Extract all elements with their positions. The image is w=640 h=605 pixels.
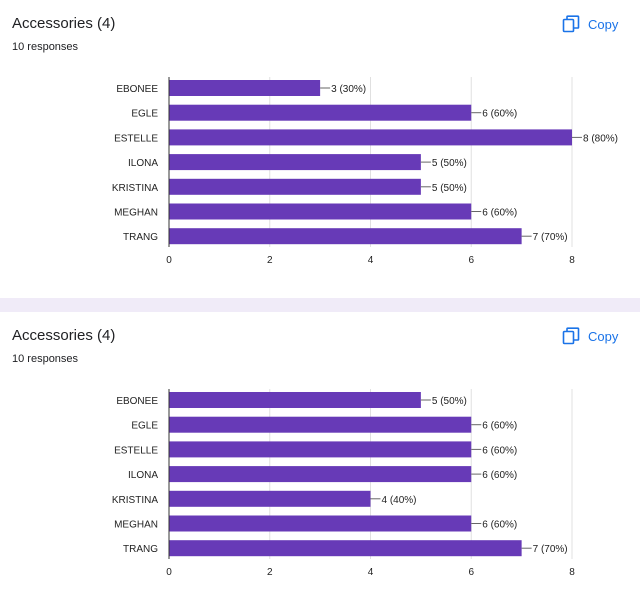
data-label: 8 (80%) <box>583 133 618 144</box>
category-label: ESTELLE <box>114 445 158 456</box>
category-label: KRISTINA <box>112 495 158 506</box>
category-label: MEGHAN <box>114 520 158 531</box>
card-separator <box>0 298 640 312</box>
data-label: 6 (60%) <box>482 470 517 481</box>
category-label: ESTELLE <box>114 133 158 144</box>
question-title: Accessories (4) <box>12 327 116 344</box>
category-label: ILONA <box>128 158 158 169</box>
category-label: EGLE <box>131 109 158 120</box>
data-label: 6 (60%) <box>482 421 517 432</box>
x-tick-label: 8 <box>569 255 575 266</box>
x-tick-label: 6 <box>468 567 474 578</box>
category-label: TRANG <box>123 544 158 555</box>
data-label: 7 (70%) <box>533 544 568 555</box>
data-label: 6 (60%) <box>482 208 517 219</box>
bar <box>169 178 421 195</box>
summary-card: Accessories (4) 10 responses Copy 0 2 4 6 8 E… <box>0 0 640 298</box>
question-title: Accessories (4) <box>12 15 116 32</box>
x-tick-label: 6 <box>468 255 474 266</box>
data-label: 7 (70%) <box>533 232 568 243</box>
copy-icon <box>562 327 580 345</box>
data-label: 5 (50%) <box>432 183 467 194</box>
summary-card: Accessories (4) 10 responses Copy 0 2 4 6 8 E… <box>0 312 640 605</box>
bar <box>169 490 371 507</box>
x-tick-label: 4 <box>368 567 374 578</box>
copy-label: Copy <box>588 16 619 32</box>
bar <box>169 441 472 458</box>
bar <box>169 80 321 96</box>
data-label: 4 (40%) <box>382 495 417 506</box>
bar-chart: 0 2 4 6 8 EBONEE 5 (50%) EGLE 6 (60%) ESTELLE 6 (6… <box>112 389 575 578</box>
bar <box>169 466 472 483</box>
copy-chart-button[interactable]: Copy <box>562 324 618 348</box>
category-label: ILONA <box>128 470 158 481</box>
bar <box>169 540 522 557</box>
category-label: TRANG <box>123 232 158 243</box>
bar <box>169 392 421 408</box>
response-count: 10 responses <box>12 41 79 53</box>
copy-chart-button[interactable]: Copy <box>562 12 618 36</box>
bar <box>169 203 472 220</box>
response-count: 10 responses <box>12 353 79 365</box>
data-label: 6 (60%) <box>482 109 517 120</box>
category-label: EBONEE <box>116 84 158 95</box>
data-label: 3 (30%) <box>331 84 366 95</box>
x-tick-label: 0 <box>166 567 172 578</box>
category-label: EBONEE <box>116 396 158 407</box>
bar <box>169 104 472 121</box>
copy-label: Copy <box>588 328 619 344</box>
data-label: 6 (60%) <box>482 445 517 456</box>
x-tick-label: 0 <box>166 255 172 266</box>
x-tick-label: 2 <box>267 567 273 578</box>
category-label: EGLE <box>131 421 158 432</box>
x-tick-label: 2 <box>267 255 273 266</box>
data-label: 6 (60%) <box>482 520 517 531</box>
category-label: MEGHAN <box>114 208 158 219</box>
bar <box>169 154 421 171</box>
bar <box>169 515 472 532</box>
bar <box>169 129 572 146</box>
bar-chart: 0 2 4 6 8 EBONEE 3 (30%) EGLE 6 (60%) ESTELLE 8 (8… <box>112 77 618 266</box>
data-label: 5 (50%) <box>432 396 467 407</box>
bar <box>169 228 522 245</box>
copy-icon <box>562 15 580 33</box>
bar <box>169 416 472 433</box>
data-label: 5 (50%) <box>432 158 467 169</box>
x-tick-label: 4 <box>368 255 374 266</box>
category-label: KRISTINA <box>112 183 158 194</box>
x-tick-label: 8 <box>569 567 575 578</box>
